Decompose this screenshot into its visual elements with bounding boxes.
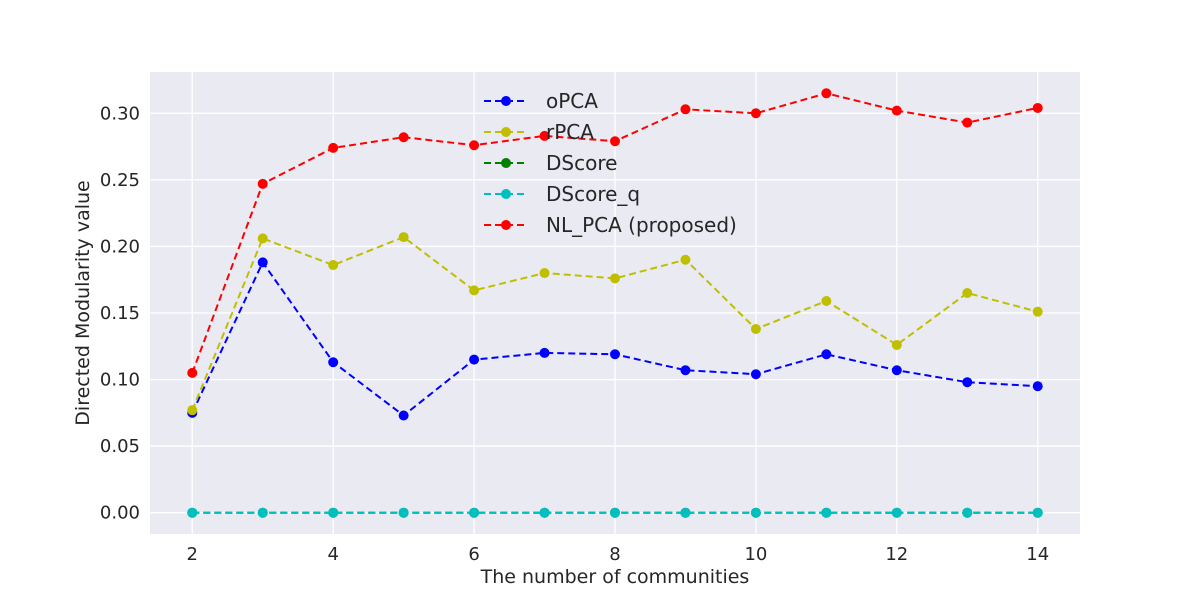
legend: oPCA rPCA DScore DScore_q NL_PCA (proposed) [484, 89, 737, 237]
legend-label-rpca: rPCA [546, 120, 594, 144]
data-point-opca [680, 365, 691, 376]
series-rpca [187, 232, 1043, 416]
data-point-opca [469, 354, 480, 365]
legend-marker-rpca [501, 127, 511, 137]
data-point-opca [328, 357, 339, 368]
data-point-rpca [398, 232, 409, 243]
legend-marker-dscore-q [501, 189, 511, 199]
x-axis-title: The number of communities [480, 566, 750, 588]
data-point-nl-pca-proposed [610, 136, 620, 147]
series-opca [187, 257, 1043, 421]
data-point-opca [821, 349, 832, 360]
data-point-nl-pca-proposed [821, 88, 832, 99]
data-point-opca [610, 349, 620, 360]
data-point-rpca [328, 260, 339, 271]
data-point-rpca [539, 268, 550, 279]
data-point-nl-pca-proposed [1032, 102, 1043, 113]
data-point-rpca [891, 339, 902, 350]
x-tick-label: 8 [609, 544, 620, 565]
data-point-dscore-q [891, 507, 902, 518]
data-point-opca [539, 347, 550, 358]
data-point-nl-pca-proposed [680, 104, 691, 115]
data-point-dscore-q [257, 507, 268, 518]
data-point-nl-pca-proposed [257, 178, 268, 189]
data-point-nl-pca-proposed [539, 130, 550, 141]
data-point-dscore-q [610, 507, 620, 518]
data-point-rpca [962, 288, 973, 299]
data-point-rpca [821, 296, 832, 307]
data-point-opca [398, 410, 409, 421]
data-point-opca [891, 365, 902, 376]
data-point-nl-pca-proposed [750, 108, 761, 119]
data-point-dscore-q [821, 507, 832, 518]
data-point-dscore-q [962, 507, 973, 518]
data-point-rpca [187, 405, 198, 416]
data-point-rpca [257, 233, 268, 244]
data-point-dscore-q [750, 507, 761, 518]
legend-label-dscore: DScore [546, 151, 617, 175]
data-point-nl-pca-proposed [398, 132, 409, 143]
y-tick-label: 0.15 [100, 303, 140, 324]
series-layer [187, 88, 1043, 518]
data-point-rpca [1032, 306, 1043, 317]
legend-label-nl-pca-proposed: NL_PCA (proposed) [546, 213, 737, 237]
x-tick-label: 12 [885, 544, 908, 565]
y-tick-label: 0.05 [100, 436, 140, 457]
legend-marker-dscore [501, 158, 511, 168]
y-tick-label: 0.00 [100, 503, 140, 524]
y-tick-label: 0.25 [100, 170, 140, 191]
x-tick-label: 4 [327, 544, 338, 565]
y-axis-title: Directed Modularity value [72, 180, 94, 425]
data-point-nl-pca-proposed [187, 367, 198, 378]
data-point-dscore-q [1032, 507, 1043, 518]
legend-marker-nl-pca-proposed [501, 220, 511, 230]
data-point-dscore-q [398, 507, 409, 518]
data-point-nl-pca-proposed [469, 140, 480, 151]
data-point-rpca [750, 323, 761, 334]
legend-label-opca: oPCA [546, 89, 598, 113]
data-point-opca [257, 257, 268, 268]
legend-label-dscore-q: DScore_q [546, 182, 640, 206]
series-dscore-q [187, 507, 1043, 518]
data-point-opca [1032, 381, 1043, 392]
data-point-rpca [610, 273, 620, 284]
data-point-dscore-q [187, 507, 198, 518]
data-point-dscore-q [539, 507, 550, 518]
series-nl-pca-proposed [187, 88, 1043, 378]
x-tick-label: 2 [187, 544, 198, 565]
data-point-opca [962, 377, 973, 388]
data-point-dscore-q [680, 507, 691, 518]
y-tick-label: 0.30 [100, 103, 140, 124]
data-point-dscore-q [328, 507, 339, 518]
x-tick-label: 10 [744, 544, 767, 565]
legend-marker-opca [501, 96, 511, 106]
data-point-rpca [469, 285, 480, 296]
data-point-opca [750, 369, 761, 380]
data-point-dscore-q [469, 507, 480, 518]
x-tick-label: 14 [1026, 544, 1049, 565]
data-point-nl-pca-proposed [962, 117, 973, 128]
data-point-nl-pca-proposed [891, 105, 902, 116]
y-tick-label: 0.20 [100, 236, 140, 257]
x-tick-label: 6 [468, 544, 479, 565]
tick-labels: 2 4 6 8 10 12 14 0.00 0.05 0.10 0.15 0.20 0.25 0.30 [100, 103, 1049, 565]
data-point-rpca [680, 254, 691, 265]
y-tick-label: 0.10 [100, 370, 140, 391]
data-point-nl-pca-proposed [328, 142, 339, 153]
